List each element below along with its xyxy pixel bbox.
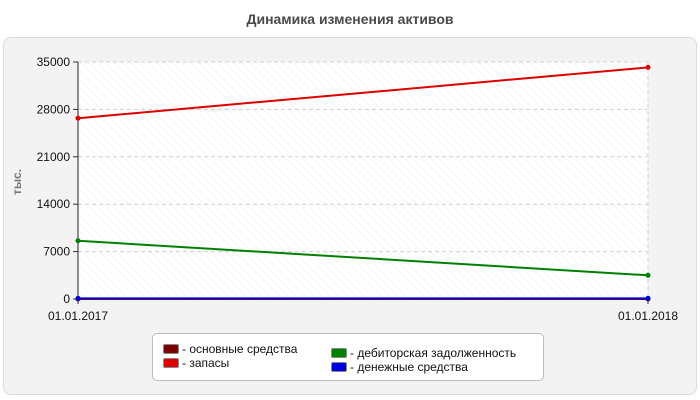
y-tick-label-5: 35000 [37,55,71,69]
series-line-2 [77,239,649,277]
data-point-1-1 [645,64,651,70]
plot-hatch [78,62,648,299]
data-point-3-0 [75,295,81,301]
x-tick-labels: 01.01.2017 01.01.2018 [48,309,678,323]
legend-swatch-2 [331,348,347,358]
data-point-2-1 [645,272,651,278]
legend-swatch-0 [163,344,179,354]
y-tick-label-0: 0 [63,292,70,306]
chart-title: Динамика изменения активов [246,11,454,27]
y-tick-label-2: 14000 [37,197,71,211]
y-tick-labels: 0 7000 14000 21000 28000 35000 [37,55,71,306]
data-point-1-0 [75,115,81,121]
x-tick-label-1: 01.01.2018 [618,309,678,323]
legend-item-0: - основные средства [163,342,297,356]
legend-label-3: - денежные средства [350,360,468,374]
y-tick-label-1: 7000 [43,245,70,259]
legend-item-2: - дебиторская задолженность [331,346,516,360]
legend-swatch-3 [331,362,347,372]
legend-label-2: - дебиторская задолженность [350,346,517,360]
legend-item-1: - запасы [163,356,229,370]
data-point-3-1 [645,295,651,301]
series-lines [75,64,651,302]
x-tick-label-0: 01.01.2017 [48,309,108,323]
data-point-2-0 [75,238,81,244]
legend-swatch-1 [163,358,179,368]
legend-item-3: - денежные средства [331,360,468,374]
series-line-1 [77,66,649,120]
legend-label-0: - основные средства [182,342,298,356]
legend-label-1: - запасы [182,356,230,370]
y-axis-label: тыс. [10,169,24,195]
y-tick-label-3: 21000 [37,150,71,164]
legend: - основные средства - запасы - дебиторская… [152,333,544,381]
y-tick-label-4: 28000 [37,102,71,116]
